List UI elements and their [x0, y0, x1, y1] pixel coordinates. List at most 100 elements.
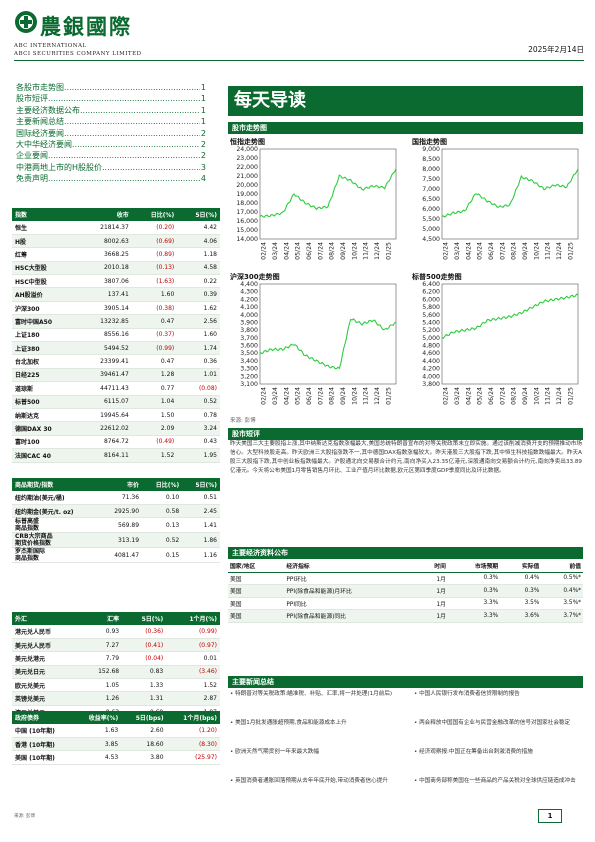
x-tick-label: 07/24 — [499, 242, 506, 260]
y-tick-label: 5,400 — [422, 319, 440, 326]
y-tick-label: 3,800 — [422, 381, 440, 388]
table-cell: 3.85 — [73, 737, 122, 752]
table-row: 美元兑人民币 7.27 (0.41) (0.97) — [12, 638, 220, 653]
table-cell: 0.58 — [142, 504, 183, 519]
x-tick-label: 12/24 — [374, 387, 381, 405]
table-cell: 18.60 — [121, 737, 167, 752]
toc-item[interactable]: 免责声明....................................… — [16, 173, 206, 184]
y-tick-label: 7,500 — [422, 176, 440, 183]
table-row: 法国CAC 40 8164.11 1.52 1.95 — [12, 448, 220, 463]
eco-cell: 0.3% — [500, 584, 542, 598]
table-cell: 纽约期金(美元/t. oz) — [12, 504, 100, 519]
x-tick-label: 07/24 — [317, 387, 324, 405]
y-tick-label: 3,600 — [240, 343, 258, 350]
table-row: HSC大型股 2010.18 (0.13) 4.58 — [12, 261, 220, 276]
table-cell: 1.05 — [79, 678, 123, 693]
toc-item[interactable]: 主要新闻总结..................................… — [16, 116, 206, 127]
table-cell: 71.36 — [100, 491, 143, 505]
chart-title-sp500: 标普500走势图 — [412, 273, 462, 281]
logo-english-name: ABC INTERNATIONAL — [14, 43, 87, 49]
chart-frame — [441, 148, 579, 240]
x-tick-label: 11/24 — [363, 387, 370, 405]
table-cell: 7.79 — [79, 651, 123, 666]
y-tick-label: 6,000 — [422, 296, 440, 303]
table-cell: (0.49) — [131, 435, 178, 450]
y-tick-label: 18,000 — [236, 200, 258, 207]
news-item: • 特朗普对等关税政策:瞄准税、补贴、汇率,将一并处理(1月前后) — [230, 691, 393, 697]
table-cell: 1.41 — [182, 517, 220, 534]
y-tick-label: 4,600 — [422, 350, 440, 357]
eco-cell: PPI(除食品和能源)同比 — [284, 609, 418, 623]
table-cell: 0.47 — [131, 354, 178, 369]
table-cell: 红筹 — [12, 247, 79, 262]
logo-chinese-name: 農銀國際 — [40, 14, 132, 39]
toc-item[interactable]: 中港两地上市的H股股价.............................… — [16, 162, 206, 173]
table-cell: 19945.64 — [78, 408, 132, 423]
eco-header: 时间 — [417, 560, 448, 573]
table-cell: 3.80 — [121, 750, 167, 765]
table-cell: 港元兑人民币 — [12, 625, 80, 639]
section-charts: 股市走势图 — [228, 122, 583, 134]
table-cell: (8.30) — [166, 737, 220, 752]
toc-label: 国际经济要闻 — [16, 128, 64, 138]
x-tick-label: 05/24 — [477, 387, 484, 405]
table-cell: 2010.18 — [78, 261, 132, 276]
eco-cell: 1月 — [417, 584, 448, 598]
table-cell: CRB大宗商品 期货价格指数 — [12, 532, 100, 549]
eco-header: 国家/地区 — [228, 560, 285, 573]
toc-page: 1 — [200, 83, 206, 92]
toc-leader: ........................................… — [102, 162, 200, 172]
table-cell: 1.28 — [131, 368, 178, 383]
toc-item[interactable]: 大中华经济要闻.................................… — [16, 139, 206, 150]
x-tick-label: 09/24 — [522, 387, 529, 405]
toc-item[interactable]: 国际经济要闻..................................… — [16, 128, 206, 139]
header-rule — [14, 60, 584, 61]
table-header: 5日(%) — [182, 478, 220, 491]
table-cell: 8556.16 — [78, 328, 132, 343]
table-cell: 569.89 — [100, 517, 143, 534]
table-header: 市价 — [100, 478, 143, 491]
y-tick-label: 4,100 — [240, 304, 258, 311]
toc-item[interactable]: 企业要闻....................................… — [16, 150, 206, 161]
table-row: 纽约期油(美元/桶) 71.36 0.10 0.51 — [12, 491, 220, 505]
y-tick-label: 4,300 — [240, 289, 258, 296]
table-cell: 4081.47 — [100, 547, 143, 564]
chart-axes: 9,000 8,500 8,000 7,500 7,000 6,500 6,000 5,500… — [422, 146, 579, 260]
table-cell: 美国 (10年期) — [12, 750, 74, 765]
table-cell: HSC大型股 — [12, 261, 79, 276]
x-tick-label: 12/24 — [556, 242, 563, 260]
toc-label: 大中华经济要闻 — [16, 140, 72, 150]
y-tick-label: 9,000 — [422, 146, 440, 153]
y-tick-label: 21,000 — [236, 173, 258, 180]
table-cell: 沪深300 — [12, 301, 79, 316]
main-title: 每天导读 — [228, 86, 583, 116]
table-cell: 1.63 — [73, 724, 122, 738]
toc-label: 免责声明 — [16, 174, 48, 184]
table-cell: 0.43 — [177, 435, 220, 450]
indices-table: 指数 收市 日比(%) 5日(%) 恒生 21814.37 (0.20) 4.42 H股 8002… — [12, 208, 220, 463]
eco-header: 前值 — [541, 560, 583, 573]
table-cell: 8764.72 — [78, 435, 132, 450]
toc-leader: ........................................… — [80, 105, 200, 115]
table-row: 德国DAX 30 22612.02 2.09 3.24 — [12, 421, 220, 436]
chart-title-hsi: 恒指走势图 — [230, 138, 265, 146]
toc-page: 1 — [200, 117, 206, 127]
table-cell: 1.16 — [182, 547, 220, 564]
x-tick-label: 11/24 — [363, 242, 370, 260]
toc-page: 4 — [200, 174, 206, 184]
table-cell: 39461.47 — [78, 368, 132, 383]
section-commentary: 股市短评 — [228, 428, 583, 440]
toc-item[interactable]: 各股市走势图..................................… — [16, 82, 206, 93]
toc-item[interactable]: 主要经济数据公布................................… — [16, 105, 206, 116]
table-cell: 0.93 — [79, 625, 123, 639]
table-cell: 8164.11 — [78, 448, 132, 463]
table-cell: (0.37) — [131, 328, 178, 343]
chart-frame — [259, 283, 397, 385]
y-tick-label: 8,500 — [422, 156, 440, 163]
table-cell: (0.38) — [131, 301, 178, 316]
y-tick-label: 14,000 — [236, 236, 258, 243]
toc-leader: ........................................… — [64, 117, 200, 127]
toc-item[interactable]: 股市短评....................................… — [16, 93, 206, 104]
table-cell: 香港 (10年期) — [12, 737, 74, 752]
table-row: 香港 (10年期) 3.85 18.60 (8.30) — [12, 737, 220, 752]
